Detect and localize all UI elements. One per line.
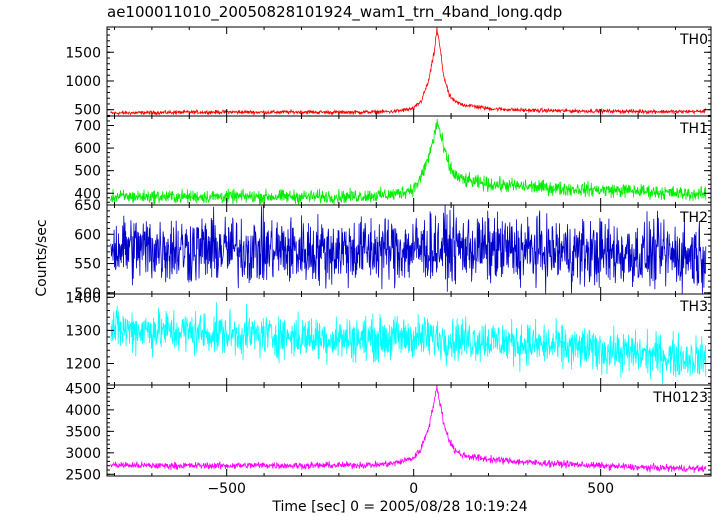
y-tick-label: 1500 [65, 45, 101, 61]
x-axis-label: Time [sec] 0 = 2005/08/28 10:19:24 [271, 499, 527, 515]
chart-title: ae100011010_20050828101924_wam1_trn_4ban… [107, 3, 562, 22]
series-line-th2 [110, 205, 707, 294]
x-tick-label: 0 [409, 481, 418, 497]
y-tick-label: 1200 [65, 356, 101, 372]
panel-th1: 400 500 600 700 TH1 [74, 115, 712, 206]
y-tick-label: 500 [74, 103, 101, 119]
y-tick-label: 2500 [65, 467, 101, 483]
panel-label: TH3 [679, 299, 708, 315]
series-line-th3 [110, 302, 707, 384]
series-line-th1 [110, 118, 707, 205]
series-line-th0 [110, 27, 707, 116]
panels: 500 1000 1500 TH0 400 500 600 700 TH1 500 550 600 65… [65, 26, 712, 483]
series-line-th0123 [110, 385, 707, 474]
y-tick-label: 1300 [65, 323, 101, 339]
panel-th0: 500 1000 1500 TH0 [65, 26, 712, 119]
y-axis-label: Counts/sec [34, 219, 50, 296]
panel-frame [106, 26, 712, 117]
panel-th2: 500 550 600 650 TH2 [74, 198, 712, 302]
x-tick-label: −500 [207, 481, 245, 497]
y-tick-label: 650 [74, 198, 101, 214]
panel-label: TH0 [679, 32, 708, 48]
panel-th3: 1200 1300 1400 TH3 [65, 290, 712, 386]
y-tick-label: 3500 [65, 424, 101, 440]
y-tick-label: 500 [74, 164, 101, 180]
x-tick-label: 500 [587, 481, 614, 497]
y-tick-label: 400 [74, 186, 101, 202]
panel-frame [106, 384, 712, 477]
y-tick-label: 600 [74, 227, 101, 243]
y-tick-label: 1400 [65, 290, 101, 306]
y-tick-label: 4500 [65, 381, 101, 397]
y-tick-label: 600 [74, 141, 101, 157]
y-tick-label: 3000 [65, 446, 101, 462]
panel-label: TH1 [679, 121, 708, 137]
y-tick-label: 1000 [65, 74, 101, 90]
panel-label: TH0123 [652, 390, 708, 406]
panel-label: TH2 [679, 210, 708, 226]
y-tick-label: 4000 [65, 403, 101, 419]
y-tick-label: 550 [74, 257, 101, 273]
panel-th0123: 2500 3000 3500 4000 4500 TH0123 [65, 381, 712, 483]
y-tick-label: 700 [74, 118, 101, 134]
x-tick-labels: −500 0 500 [207, 481, 614, 497]
y-tick-label: 500 [74, 286, 101, 302]
